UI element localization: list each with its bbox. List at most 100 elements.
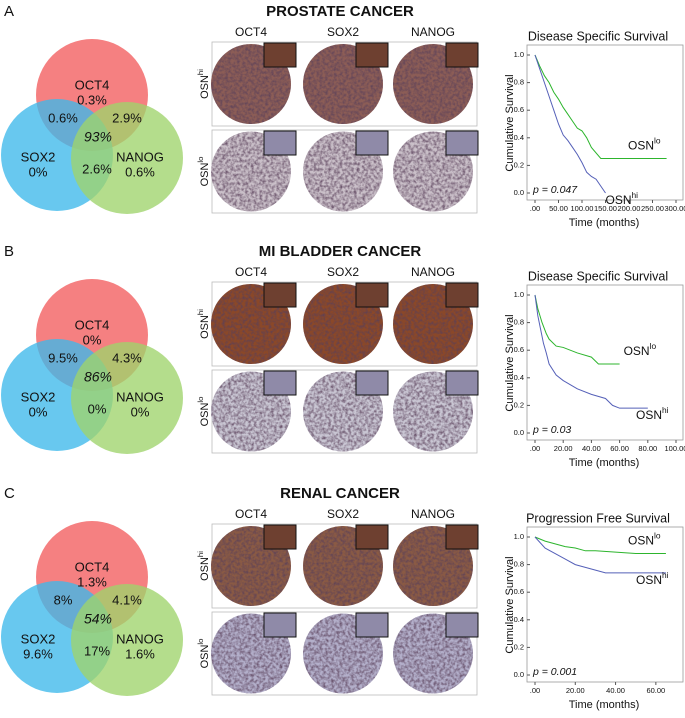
- x-tick-label: .00: [530, 204, 540, 213]
- y-tick-label: 0.6: [514, 587, 524, 596]
- venn-label: 8%: [54, 592, 73, 607]
- venn-label: 2.9%: [112, 110, 142, 125]
- venn-label: 93%: [84, 129, 112, 145]
- venn-label: SOX2: [21, 149, 56, 164]
- ihc-column-label: SOX2: [327, 25, 359, 39]
- x-tick-label: 20.00: [566, 686, 585, 695]
- km-title: Progression Free Survival: [526, 511, 670, 525]
- venn-label: 0%: [83, 332, 102, 347]
- tissue-inset: [355, 130, 389, 156]
- venn-label: 86%: [84, 369, 112, 385]
- x-axis-label: Time (months): [569, 699, 640, 711]
- p-value: p = 0.001: [532, 666, 577, 678]
- venn-label: 17%: [84, 643, 110, 658]
- venn-label: 0%: [29, 164, 48, 179]
- panel-title: RENAL CANCER: [280, 485, 400, 502]
- y-tick-label: 0.6: [514, 105, 524, 114]
- label-sup: hi: [632, 190, 639, 200]
- venn-label: 0.6%: [48, 110, 78, 125]
- label-base: OSN: [199, 645, 211, 669]
- venn-label: 54%: [84, 611, 112, 627]
- venn-label: 0%: [88, 401, 107, 416]
- label-base: OSN: [628, 139, 654, 153]
- tissue-inset: [355, 524, 389, 550]
- km-title: Disease Specific Survival: [528, 29, 668, 43]
- ihc-column-label: OCT4: [235, 25, 267, 39]
- label-base: OSN: [199, 163, 211, 187]
- venn-label: 1.6%: [125, 646, 155, 661]
- label-sup: hi: [196, 69, 205, 75]
- tissue-inset: [445, 42, 479, 68]
- panel-title: PROSTATE CANCER: [266, 3, 414, 20]
- ihc-column-label: NANOG: [411, 265, 455, 279]
- y-axis-label: Cumulative Survival: [504, 556, 516, 653]
- venn-label: OCT4: [75, 77, 110, 92]
- label-base: OSN: [199, 75, 211, 99]
- tissue-inset: [263, 282, 297, 308]
- label-sup: lo: [654, 531, 661, 541]
- survival-curve: [534, 54, 606, 194]
- ihc-row-label: OSNhi: [196, 551, 211, 581]
- km-title: Disease Specific Survival: [528, 269, 668, 283]
- venn-label: NANOG: [116, 389, 164, 404]
- label-base: OSN: [628, 534, 654, 548]
- x-tick-label: 300.00: [665, 204, 685, 213]
- tissue-inset: [263, 524, 297, 550]
- km-frame: [526, 526, 684, 683]
- x-tick-label: 200.00: [618, 204, 641, 213]
- y-tick-label: 0.0: [514, 428, 524, 437]
- panel-title: MI BLADDER CANCER: [259, 243, 422, 260]
- label-base: OSN: [199, 557, 211, 581]
- x-tick-label: .00: [530, 444, 540, 453]
- ihc-column-label: SOX2: [327, 265, 359, 279]
- venn-circle: [71, 342, 183, 454]
- venn-label: NANOG: [116, 149, 164, 164]
- label-sup: hi: [196, 309, 205, 315]
- tissue-inset: [445, 130, 479, 156]
- curve-label: OSNhi: [636, 570, 669, 587]
- survival-curve: [534, 294, 648, 409]
- y-tick-label: 0.4: [514, 133, 524, 142]
- x-tick-label: 100.00: [571, 204, 594, 213]
- y-tick-label: 0.4: [514, 615, 524, 624]
- y-tick-label: 0.8: [514, 78, 524, 87]
- panel-letter: C: [4, 485, 15, 502]
- ihc-column-label: NANOG: [411, 507, 455, 521]
- venn-label: 0%: [29, 404, 48, 419]
- curve-label: OSNhi: [636, 405, 669, 422]
- tissue-inset: [263, 612, 297, 638]
- curve-label: OSNhi: [606, 190, 639, 207]
- x-tick-label: 60.00: [646, 686, 665, 695]
- label-sup: lo: [650, 341, 657, 351]
- label-base: OSN: [199, 403, 211, 427]
- x-tick-label: 80.00: [638, 444, 657, 453]
- ihc-row-label: OSNlo: [196, 157, 211, 187]
- venn-label: OCT4: [75, 559, 110, 574]
- venn-label: 4.3%: [112, 350, 142, 365]
- venn-label: SOX2: [21, 389, 56, 404]
- ihc-row-label: OSNhi: [196, 309, 211, 339]
- y-axis-label: Cumulative Survival: [504, 74, 516, 171]
- curve-label: OSNlo: [628, 136, 661, 153]
- label-base: OSN: [199, 315, 211, 339]
- label-base: OSN: [606, 193, 632, 207]
- label-base: OSN: [624, 344, 650, 358]
- ihc-column-label: NANOG: [411, 25, 455, 39]
- x-tick-label: 150.00: [594, 204, 617, 213]
- x-axis-label: Time (months): [569, 217, 640, 229]
- label-base: OSN: [636, 573, 662, 587]
- label-sup: hi: [662, 405, 669, 415]
- x-tick-label: 60.00: [610, 444, 629, 453]
- ihc-column-label: SOX2: [327, 507, 359, 521]
- y-tick-label: 0.2: [514, 642, 524, 651]
- venn-label: 0%: [131, 404, 150, 419]
- tissue-inset: [263, 130, 297, 156]
- y-tick-label: 0.2: [514, 400, 524, 409]
- p-value: p = 0.047: [532, 184, 578, 196]
- panel-letter: A: [4, 3, 14, 20]
- ihc-column-label: OCT4: [235, 507, 267, 521]
- label-sup: lo: [196, 157, 205, 163]
- x-tick-label: 40.00: [606, 686, 625, 695]
- label-sup: hi: [662, 570, 669, 580]
